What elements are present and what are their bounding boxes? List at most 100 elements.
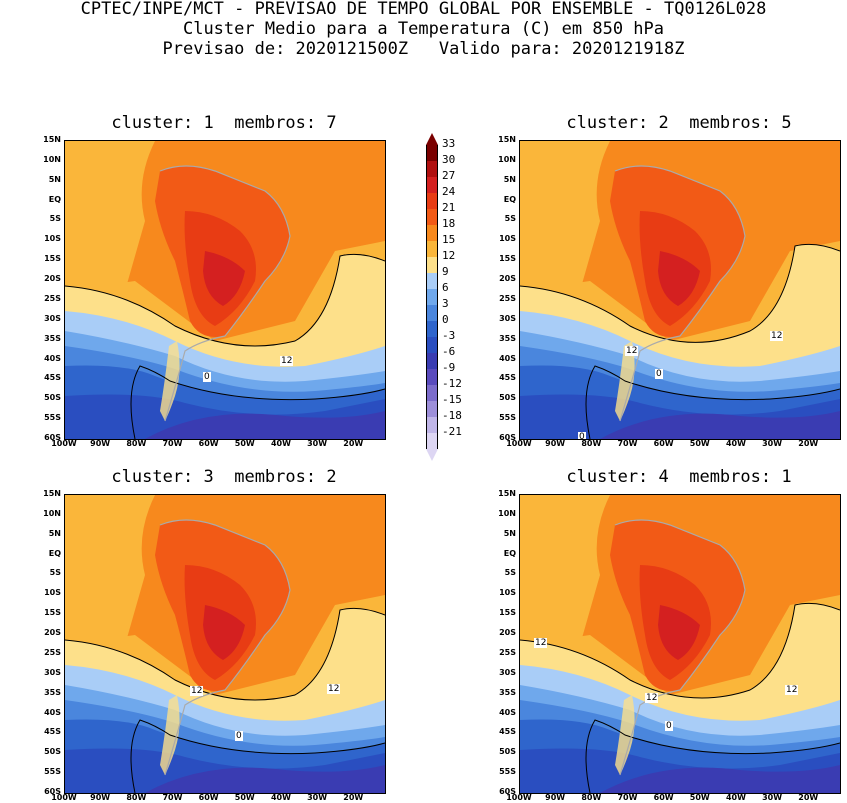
contour-0 — [130, 365, 385, 439]
lon-tick-label: 30W — [307, 793, 328, 802]
lat-tick-label: 60S — [44, 787, 61, 796]
lat-tick-label: 5S — [504, 214, 516, 224]
lat-tick-label: 50S — [44, 393, 61, 403]
lat-tick-label: 5S — [49, 568, 61, 578]
lat-tick-label: 5N — [48, 528, 61, 538]
coastline — [614, 165, 746, 422]
lon-tick-label: 60W — [653, 439, 674, 448]
lon-tick-label: 40W — [725, 439, 746, 448]
contour-label: 12 — [625, 346, 639, 356]
colorbar-label: 27 — [442, 169, 456, 182]
lon-tick-label: 70W — [162, 439, 183, 448]
colorbar-label: 0 — [442, 313, 449, 326]
map-panel: 12 12 0 — [64, 494, 386, 794]
lon-tick-label: 60W — [198, 439, 219, 448]
colorbar-label: 6 — [442, 281, 449, 294]
colorbar-swatch — [426, 417, 438, 433]
lon-tick-label: 50W — [234, 793, 255, 802]
field-15-18-west — [520, 495, 610, 645]
colorbar-swatch — [426, 273, 438, 289]
contour-12 — [65, 253, 385, 347]
continent-27-30 — [203, 251, 245, 306]
map-panel: 12 12 12 0 — [519, 494, 841, 794]
lon-tick-label: 60W — [653, 793, 674, 802]
colorbar-bottom-arrow — [426, 449, 438, 461]
lat-tick-label: 35S — [44, 687, 61, 697]
contour-0 — [585, 719, 840, 793]
lon-tick-label: 30W — [762, 439, 783, 448]
lat-tick-label: 30S — [499, 313, 516, 323]
panel-title: cluster: 4 membros: 1 — [566, 467, 792, 487]
contour-label: 12 — [190, 686, 204, 696]
colorbar-swatch — [426, 305, 438, 321]
lat-tick-label: 5S — [504, 568, 516, 578]
lat-tick-label: EQ — [48, 194, 61, 204]
lat-tick-label: 15N — [43, 135, 61, 144]
lat-tick-label: 15S — [499, 254, 516, 264]
lat-tick-label: 10S — [499, 234, 516, 244]
lon-tick-label: 20W — [798, 439, 819, 448]
lat-tick-label: 10N — [43, 508, 61, 518]
lon-tick-label: 50W — [234, 439, 255, 448]
lat-tick-label: 10N — [43, 154, 61, 164]
lat-tick-label: 5N — [503, 174, 516, 184]
continent-27-30 — [658, 251, 700, 306]
lat-tick-label: 55S — [44, 767, 61, 777]
lon-tick-label: 70W — [617, 793, 638, 802]
lat-tick-label: 25S — [499, 647, 516, 657]
contour-0 — [585, 365, 840, 439]
lat-tick-label: 35S — [499, 687, 516, 697]
lon-tick-label: 100W — [51, 793, 77, 802]
panel-title: cluster: 2 membros: 5 — [566, 113, 792, 133]
lat-tick-label: 45S — [44, 727, 61, 737]
field-neg6 — [600, 765, 840, 793]
contour-12 — [65, 607, 385, 701]
contour-label: 0 — [235, 731, 243, 741]
lat-tick-label: 10N — [498, 154, 516, 164]
figure-title: CPTEC/INPE/MCT - PREVISAO DE TEMPO GLOBA… — [80, 0, 767, 19]
continent-27-30 — [658, 605, 700, 660]
lon-tick-label: 20W — [343, 439, 364, 448]
lat-tick-label: 20S — [499, 274, 516, 284]
figure-dates: Previsao de: 2020121500Z Valido para: 20… — [162, 39, 685, 59]
colorbar-swatch — [426, 369, 438, 385]
colorbar-swatch — [426, 177, 438, 193]
colorbar-swatch — [426, 209, 438, 225]
lat-tick-label: 60S — [499, 433, 516, 442]
lat-tick-label: 45S — [499, 727, 516, 737]
lat-tick-label: 15N — [498, 489, 516, 498]
colorbar-swatch — [426, 401, 438, 417]
field-neg6 — [145, 765, 385, 793]
contour-label: 12 — [327, 684, 341, 694]
contour-label: 0 — [665, 721, 673, 731]
lat-tick-label: 40S — [499, 353, 516, 363]
lat-tick-label: 50S — [44, 747, 61, 757]
lat-tick-label: 20S — [44, 628, 61, 638]
lat-tick-label: 10S — [44, 234, 61, 244]
lat-tick-label: 60S — [44, 433, 61, 442]
lat-tick-label: 30S — [44, 313, 61, 323]
lat-tick-label: 15S — [44, 608, 61, 618]
colorbar-label: 12 — [442, 249, 456, 262]
colorbar-label: 30 — [442, 153, 456, 166]
lat-tick-label: 35S — [44, 333, 61, 343]
colorbar-swatch — [426, 321, 438, 337]
lon-tick-label: 80W — [126, 793, 147, 802]
colorbar-swatch — [426, 433, 438, 449]
contour-label: 0 — [655, 369, 663, 379]
lon-tick-label: 50W — [689, 793, 710, 802]
lat-tick-label: 45S — [44, 373, 61, 383]
field-neg6 — [600, 411, 840, 439]
lat-tick-label: 5N — [48, 174, 61, 184]
contour-label: 0 — [578, 432, 586, 440]
lat-tick-label: 20S — [44, 274, 61, 284]
panel-title: cluster: 3 membros: 2 — [111, 467, 337, 487]
contour-0 — [130, 719, 385, 793]
lat-tick-label: EQ — [48, 548, 61, 558]
lat-tick-label: 5S — [49, 214, 61, 224]
coastline — [614, 519, 746, 776]
lon-tick-label: 70W — [162, 793, 183, 802]
lon-tick-label: 80W — [581, 439, 602, 448]
colorbar-label: -12 — [442, 377, 462, 390]
lon-tick-label: 20W — [798, 793, 819, 802]
